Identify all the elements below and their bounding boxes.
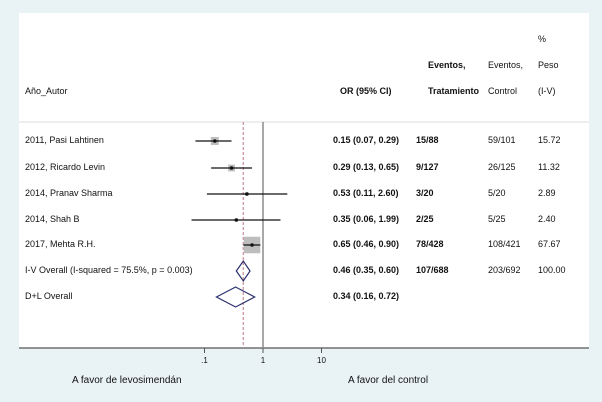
study-or-ci: 0.65 (0.46, 0.90) [333,239,400,249]
study-treatment-events: 2/25 [416,214,434,224]
study-control-events: 108/421 [488,239,521,249]
header-study: Año_Autor [25,86,68,96]
footer-left-label: A favor de levosimendán [72,375,182,386]
overall-or-ci: 0.46 (0.35, 0.60) [333,265,400,275]
study-point-estimate [245,192,249,196]
study-or-ci: 0.35 (0.06, 1.99) [333,214,400,224]
study-point-estimate [229,166,234,170]
overall-label: I-V Overall (I-squared = 75.5%, p = 0.00… [25,265,193,275]
overall-control-events: 203/692 [488,265,521,275]
header-weight-line2: (I-V) [538,86,556,96]
x-tick-label: 1 [261,356,266,365]
study-control-events: 59/101 [488,135,516,145]
study-label: 2014, Pranav Sharma [25,188,113,198]
x-tick-label: 10 [317,356,326,365]
study-point-estimate [234,218,239,222]
overall-treatment-events: 107/688 [416,265,449,275]
header-treat-line2: Tratamiento [428,86,480,96]
header-weight-line1: Peso [538,60,559,70]
footer-right-label: A favor del control [348,375,429,386]
overall-label: D+L Overall [25,291,73,301]
study-point-estimate [213,139,217,143]
header-or: OR (95% CI) [340,86,392,96]
header-weight-line0: % [538,34,547,44]
study-control-events: 5/25 [488,214,506,224]
header-control-line2: Control [488,86,518,96]
study-label: 2011, Pasi Lahtinen [25,135,104,145]
overall-or-ci: 0.34 (0.16, 0.72) [333,291,400,301]
study-treatment-events: 78/428 [416,239,444,249]
x-tick-label: .1 [201,356,208,365]
study-or-ci: 0.53 (0.11, 2.60) [333,188,399,198]
study-weight: 67.67 [538,239,561,249]
study-treatment-events: 15/88 [416,135,439,145]
study-or-ci: 0.29 (0.13, 0.65) [333,162,400,172]
study-label: 2017, Mehta R.H. [25,239,96,249]
overall-diamond [215,286,256,308]
study-label: 2012, Ricardo Levin [25,162,106,172]
study-weight: 15.72 [538,135,561,145]
study-or-ci: 0.15 (0.07, 0.29) [333,135,400,145]
overall-weight: 100.00 [538,265,566,275]
study-treatment-events: 3/20 [416,188,434,198]
plot-panel [19,13,589,348]
study-weight: 11.32 [538,162,560,172]
study-point-estimate [250,243,254,247]
study-control-events: 5/20 [488,188,506,198]
overall-diamond [235,259,251,283]
header-control-line1: Eventos, [488,60,524,70]
study-weight: 2.40 [538,214,556,224]
study-treatment-events: 9/127 [416,162,439,172]
study-control-events: 26/125 [488,162,516,172]
study-weight: 2.89 [538,188,556,198]
study-label: 2014, Shah B [25,214,80,224]
header-treat-line1: Eventos, [428,60,466,70]
